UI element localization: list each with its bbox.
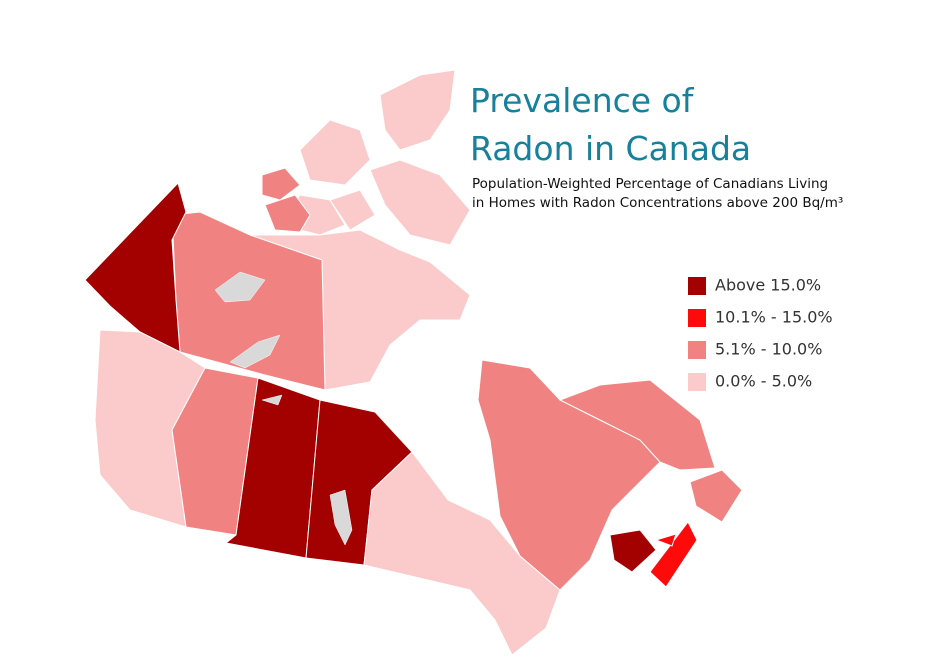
subtitle-line: in Homes with Radon Concentrations above…	[472, 195, 843, 211]
lake	[214, 271, 266, 303]
region	[84, 182, 187, 353]
title-line: Prevalence of	[470, 81, 695, 120]
lake	[229, 334, 281, 369]
region	[363, 451, 561, 656]
legend-label: Above 15.0%	[715, 276, 821, 295]
region	[654, 533, 677, 547]
region	[558, 379, 716, 471]
region	[224, 377, 321, 559]
region	[329, 189, 376, 231]
title-line: Radon in Canada	[470, 129, 751, 168]
subtitle-line: Population-Weighted Percentage of Canadi…	[472, 176, 828, 192]
region	[649, 521, 698, 588]
legend-label: 0.0% - 5.0%	[715, 372, 812, 391]
legend-label: 10.1% - 15.0%	[715, 308, 833, 327]
legend-swatch	[688, 341, 706, 359]
region	[379, 69, 456, 151]
region	[171, 367, 259, 536]
provinces	[84, 69, 743, 656]
region	[609, 529, 657, 573]
legend-label: 5.1% - 10.0%	[715, 340, 822, 359]
region	[299, 119, 371, 186]
legend-swatch	[688, 373, 706, 391]
region	[369, 159, 471, 246]
legend-swatch	[688, 277, 706, 295]
lake	[261, 394, 283, 406]
region	[261, 167, 301, 201]
region	[264, 194, 311, 233]
legend: Above 15.0% 10.1% - 15.0% 5.1% - 10.0% 0.0%…	[688, 276, 833, 391]
legend-swatch	[688, 309, 706, 327]
lake	[329, 489, 353, 546]
region	[689, 469, 743, 523]
